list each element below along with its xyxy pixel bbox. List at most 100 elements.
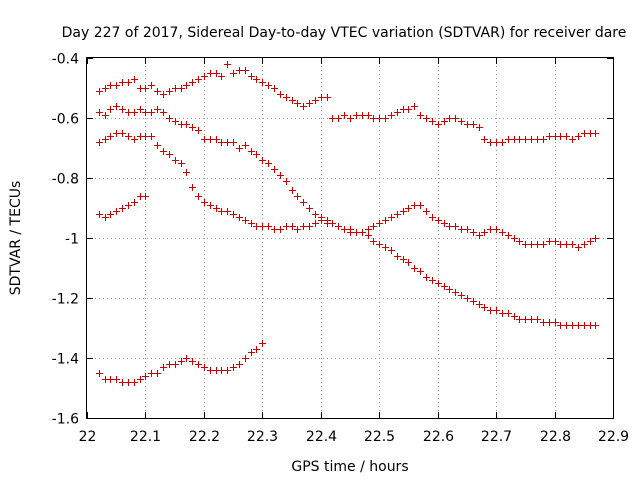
data-point [493,226,500,233]
data-point [253,346,260,353]
data-point [528,136,535,143]
data-point [458,118,465,125]
data-point [365,226,372,233]
data-point [242,67,249,74]
data-point [382,244,389,251]
data-point [96,370,103,377]
data-point [230,70,237,77]
data-point [195,361,202,368]
data-point [131,199,138,206]
data-point [411,103,418,110]
x-axis-title: GPS time / hours [291,459,408,475]
data-point [312,97,319,104]
data-point [125,79,132,86]
data-point [528,316,535,323]
data-point [563,133,570,140]
data-point [429,118,436,125]
data-point [522,136,529,143]
data-point [224,367,231,374]
data-point [277,91,284,98]
data-point [113,376,120,383]
data-point [142,193,149,200]
data-point [207,136,214,143]
data-point [470,229,477,236]
data-point [429,214,436,221]
data-point [592,322,599,329]
data-point [429,277,436,284]
data-point [131,109,138,116]
data-point [213,205,220,212]
data-point [96,109,103,116]
data-point [487,307,494,314]
y-tick-label: -0.8 [52,172,79,188]
data-point [318,217,325,224]
data-point [499,139,506,146]
data-point [411,202,418,209]
data-point [102,214,109,221]
data-point [417,268,424,275]
data-point [464,121,471,128]
data-point [259,223,266,230]
data-point [131,76,138,83]
data-point [119,79,126,86]
data-point [242,142,249,149]
data-point [277,172,284,179]
data-point [552,319,559,326]
data-point [569,136,576,143]
data-point [318,94,325,101]
x-tick-label: 22.3 [247,429,278,445]
data-point [300,103,307,110]
data-point [335,223,342,230]
x-tick-label: 22.1 [130,429,161,445]
data-point [300,199,307,206]
x-tick-label: 22.4 [306,429,337,445]
data-point [359,112,366,119]
data-point [563,241,570,248]
data-point [259,79,266,86]
data-point [96,88,103,95]
data-point [405,259,412,266]
data-point [370,115,377,122]
data-point [458,292,465,299]
data-point [557,133,564,140]
data-point [96,211,103,218]
data-point [411,265,418,272]
data-point [511,235,518,242]
data-point [476,124,483,131]
data-point [487,139,494,146]
data-point [441,283,448,290]
data-point [534,241,541,248]
data-point [458,226,465,233]
data-point [546,319,553,326]
data-point [405,205,412,212]
data-point [195,193,202,200]
axes: 22 22.1 22.2 22.3 22.4 22.5 22.6 22.7 22.8 22.9 -0… [52,52,629,446]
data-point [172,85,179,92]
data-point [294,226,301,233]
data-point [137,376,144,383]
data-point [417,202,424,209]
data-point [283,223,290,230]
data-point [329,220,336,227]
data-point [563,322,570,329]
data-point [119,205,126,212]
data-point [113,103,120,110]
data-point [452,289,459,296]
data-point [300,223,307,230]
data-point [365,112,372,119]
data-point [365,232,372,239]
data-point [423,274,430,281]
data-point [546,238,553,245]
data-point [189,124,196,131]
data-point [516,136,523,143]
data-point [178,85,185,92]
data-point [213,70,220,77]
data-point [540,319,547,326]
data-point [166,151,173,158]
data-point [218,208,225,215]
data-point [107,82,114,89]
data-point [160,109,167,116]
data-point [224,61,231,68]
data-point [113,208,120,215]
data-point [557,322,564,329]
